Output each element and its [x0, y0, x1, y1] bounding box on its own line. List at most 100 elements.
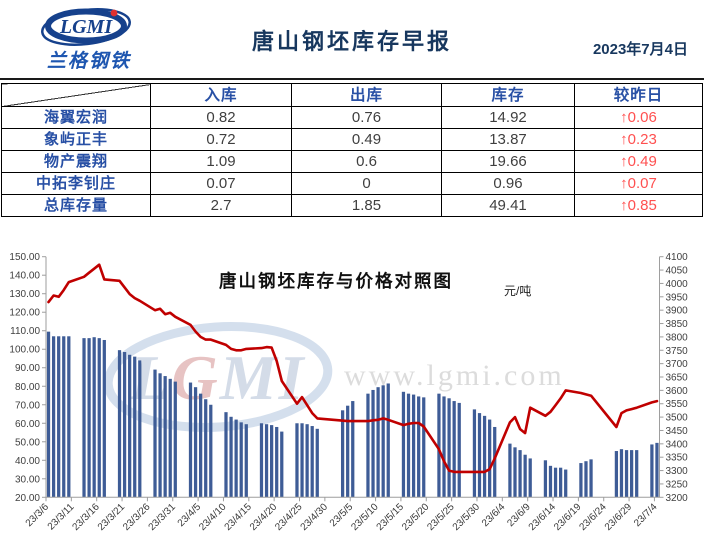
inventory-bar — [417, 396, 421, 498]
inventory-bar — [635, 450, 639, 498]
inventory-bar — [629, 450, 634, 498]
inventory-bar — [92, 337, 96, 498]
table-header-row: 入库 出库 库存 较昨日 — [1, 83, 703, 107]
inventory-bar — [158, 373, 162, 498]
change-value: ↑0.49 — [574, 150, 703, 173]
left-axis-label: 90.00 — [15, 363, 40, 374]
lgmi-logo-text: LGMI — [59, 16, 113, 38]
inventory-bar — [264, 424, 269, 498]
inventory-bar — [340, 410, 345, 498]
inventory-bar — [422, 397, 426, 498]
right-axis-label: 3650 — [666, 373, 689, 384]
inventory-bar — [46, 331, 51, 498]
right-axis-label: 4050 — [666, 266, 689, 277]
inventory-price-chart: LGMI www.lgmi.com 20.00 30.00 40.00 50.00 60.0… — [9, 252, 689, 533]
column-header-outbound: 出库 — [291, 83, 442, 107]
left-axis-label: 40.00 — [15, 456, 40, 467]
inventory-bar — [163, 376, 167, 498]
inventory-bar — [447, 398, 451, 498]
left-axis-label: 20.00 — [15, 493, 40, 504]
stock-value: 19.66 — [441, 150, 575, 173]
x-axis-label: 23/7/4 — [632, 501, 660, 529]
x-axis-label: 23/5/25 — [425, 501, 457, 533]
inventory-bar — [300, 423, 304, 498]
table-row: 总库存量 2.7 1.85 49.41 ↑0.85 — [1, 194, 703, 217]
inventory-bar — [62, 336, 66, 498]
inventory-bar — [224, 412, 228, 498]
x-axis-label: 23/3/16 — [70, 501, 102, 533]
table-row: 中拓李钊庄 0.07 0 0.96 ↑0.07 — [1, 172, 703, 195]
inbound-value: 1.09 — [150, 150, 292, 173]
inventory-bar — [275, 426, 279, 498]
change-value: ↑0.06 — [574, 106, 703, 129]
inventory-bar — [386, 383, 390, 498]
right-axis-label: 3250 — [666, 479, 689, 490]
inventory-bar — [513, 447, 517, 498]
outbound-value: 0.76 — [291, 106, 442, 129]
inventory-bar — [624, 450, 629, 498]
stock-value: 49.41 — [441, 194, 575, 217]
left-axis-label: 100.00 — [9, 345, 40, 356]
inventory-bar — [564, 469, 568, 498]
inbound-value: 0.82 — [150, 106, 292, 129]
table-body: 海翼宏润 0.82 0.76 14.92 ↑0.06 象屿正丰 0.72 0.49 13.87 ↑… — [1, 106, 703, 217]
right-axis-label: 4000 — [666, 279, 689, 290]
x-axis-label: 23/6/14 — [527, 501, 559, 533]
inventory-bar — [472, 409, 477, 498]
column-header-stock: 库存 — [441, 83, 575, 107]
inventory-bar — [82, 338, 86, 498]
right-axis-label: 3600 — [666, 386, 689, 397]
table-row: 海翼宏润 0.82 0.76 14.92 ↑0.06 — [1, 106, 703, 129]
inventory-bar — [199, 393, 203, 498]
inventory-bar — [87, 338, 91, 498]
inventory-bar — [452, 401, 456, 498]
inventory-bar — [584, 461, 588, 498]
inventory-bar — [102, 339, 106, 498]
table-row: 物产震翔 1.09 0.6 19.66 ↑0.49 — [1, 150, 703, 173]
x-axis-label: 23/4/30 — [299, 501, 331, 533]
inventory-bar — [401, 391, 406, 498]
inbound-value: 2.7 — [150, 194, 292, 217]
left-axis-label: 80.00 — [15, 382, 40, 393]
x-axis-label: 23/4/10 — [197, 501, 229, 533]
x-axis-label: 23/3/26 — [121, 501, 153, 533]
inventory-bar — [209, 404, 213, 498]
watermark-url: www.lgmi.com — [344, 359, 565, 392]
x-axis-label: 23/5/15 — [375, 501, 407, 533]
right-axis-label: 3350 — [666, 453, 689, 464]
inventory-bar — [204, 399, 208, 498]
row-label: 总库存量 — [1, 194, 151, 217]
left-axis-label: 140.00 — [9, 271, 40, 282]
page-title: 唐山钢坯库存早报 — [251, 29, 452, 54]
inventory-bar — [482, 415, 487, 498]
x-axis-label: 23/5/30 — [451, 501, 483, 533]
inventory-bar — [559, 467, 563, 498]
inventory-bar — [229, 416, 233, 498]
lgmi-logo: LGMI 兰格钢铁 — [22, 4, 152, 78]
watermark-lgmi-text: LGMI — [129, 342, 305, 413]
inventory-bar — [67, 336, 71, 498]
inventory-table: 入库 出库 库存 较昨日 海翼宏润 0.82 0.76 14.92 ↑0.06 象屿正丰 0… — [1, 83, 703, 217]
change-value: ↑0.07 — [574, 172, 703, 195]
x-axis-label: 23/6/24 — [577, 501, 609, 533]
inventory-bar — [437, 393, 441, 498]
x-axis-label: 23/4/20 — [248, 501, 280, 533]
stock-value: 13.87 — [441, 128, 575, 151]
table-row: 象屿正丰 0.72 0.49 13.87 ↑0.23 — [1, 128, 703, 151]
inventory-bar — [280, 431, 284, 498]
inbound-value: 0.72 — [150, 128, 292, 151]
left-axis-label: 30.00 — [15, 474, 40, 485]
inventory-bar — [589, 459, 593, 498]
inventory-bar — [442, 396, 446, 498]
inventory-bar — [650, 444, 654, 498]
right-axis-label: 3300 — [666, 466, 689, 477]
inventory-bar — [457, 402, 461, 498]
inbound-value: 0.07 — [150, 172, 292, 195]
inventory-bar — [614, 451, 619, 498]
change-value: ↑0.85 — [574, 194, 703, 217]
change-value: ↑0.23 — [574, 128, 703, 151]
x-axis-label: 23/6/19 — [552, 501, 584, 533]
inventory-bar — [133, 356, 137, 498]
right-axis-label: 3200 — [666, 493, 689, 504]
